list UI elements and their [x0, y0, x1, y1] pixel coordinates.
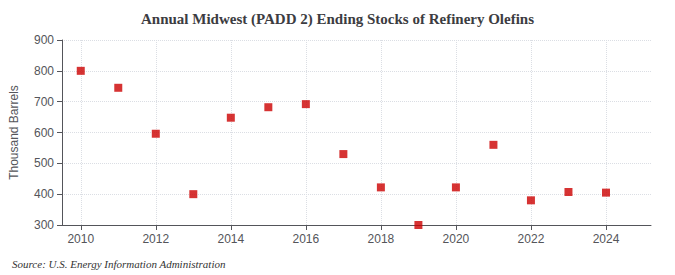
- svg-text:300: 300: [34, 218, 54, 232]
- svg-text:2014: 2014: [217, 232, 244, 246]
- svg-text:400: 400: [34, 187, 54, 201]
- svg-text:2016: 2016: [293, 232, 320, 246]
- svg-text:Source: U.S. Energy Informatio: Source: U.S. Energy Information Administ…: [12, 258, 226, 270]
- svg-text:2020: 2020: [443, 232, 470, 246]
- svg-text:2024: 2024: [593, 232, 620, 246]
- svg-text:900: 900: [34, 33, 54, 47]
- svg-text:700: 700: [34, 95, 54, 109]
- svg-text:2010: 2010: [67, 232, 94, 246]
- svg-text:Annual Midwest (PADD 2) Ending: Annual Midwest (PADD 2) Ending Stocks of…: [141, 11, 534, 28]
- svg-text:800: 800: [34, 64, 54, 78]
- svg-text:2018: 2018: [368, 232, 395, 246]
- svg-text:2012: 2012: [142, 232, 169, 246]
- svg-text:500: 500: [34, 156, 54, 170]
- svg-text:Thousand Barrels: Thousand Barrels: [7, 85, 21, 180]
- svg-text:2022: 2022: [518, 232, 545, 246]
- svg-text:600: 600: [34, 126, 54, 140]
